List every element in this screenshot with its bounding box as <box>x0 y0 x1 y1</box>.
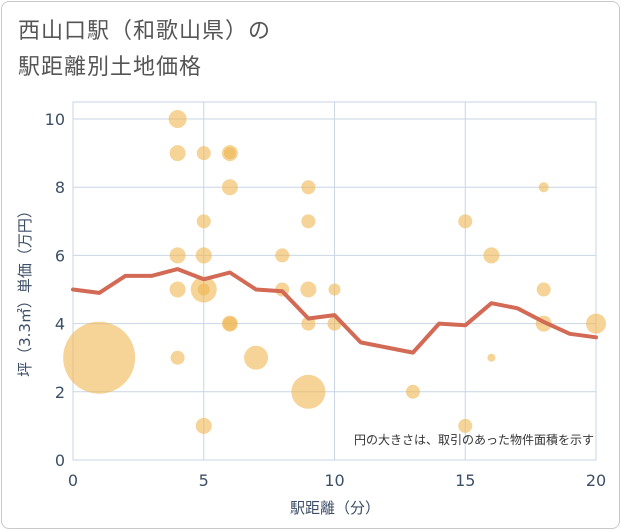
data-bubble <box>195 417 212 434</box>
data-bubble <box>586 313 606 334</box>
title-line-2: 駅距離別土地価格 <box>18 55 203 80</box>
bubbles <box>63 110 606 434</box>
data-bubble <box>222 316 237 331</box>
data-bubble <box>169 281 186 298</box>
data-bubble <box>169 145 186 162</box>
data-bubble <box>300 281 317 298</box>
title-line-1: 西山口駅（和歌山県）の <box>18 19 272 44</box>
chart-title: 西山口駅（和歌山県）の 駅距離別土地価格 <box>18 14 271 86</box>
x-tick-label: 0 <box>68 471 78 490</box>
grid <box>72 101 597 461</box>
data-bubble <box>196 146 211 161</box>
average-price-line <box>71 267 598 355</box>
data-bubble <box>221 179 238 196</box>
data-bubble <box>458 418 473 433</box>
x-axis-label: 駅距離（分） <box>290 499 380 517</box>
data-bubble <box>168 110 187 129</box>
y-tick-label: 10 <box>45 110 65 129</box>
x-tick-label: 20 <box>586 471 606 490</box>
data-bubble <box>301 214 316 229</box>
data-bubble <box>195 247 212 264</box>
data-bubble <box>170 350 185 365</box>
y-tick-label: 8 <box>55 178 65 197</box>
data-bubble <box>275 248 290 263</box>
data-bubble <box>328 283 341 296</box>
y-axis-label: 坪（3.3㎡）単価（万円） <box>16 203 34 377</box>
data-bubble <box>458 214 473 229</box>
y-tick-label: 2 <box>55 383 65 402</box>
axes: 0 5 10 15 20 0 2 4 6 8 10 <box>45 110 607 490</box>
data-bubble <box>63 321 136 394</box>
data-bubble <box>538 182 549 193</box>
y-tick-label: 0 <box>55 451 65 470</box>
data-bubble <box>223 147 236 160</box>
x-tick-label: 15 <box>455 471 475 490</box>
data-bubble <box>244 345 269 370</box>
bubble-size-note: 円の大きさは、取引のあった物件面積を示す <box>354 432 594 447</box>
average-line-group <box>71 267 598 355</box>
y-tick-label: 4 <box>55 315 65 334</box>
data-bubble <box>301 180 316 195</box>
data-bubble <box>169 247 186 264</box>
data-bubble <box>196 214 211 229</box>
plot-border <box>72 101 597 461</box>
x-tick-label: 5 <box>199 471 209 490</box>
data-bubble <box>487 353 496 362</box>
data-bubble <box>536 282 551 297</box>
y-tick-label: 6 <box>55 246 65 265</box>
data-bubble <box>197 283 210 296</box>
data-bubble <box>483 247 500 264</box>
x-tick-label: 10 <box>324 471 344 490</box>
data-bubble <box>405 384 420 399</box>
data-bubble <box>291 374 326 409</box>
data-bubble <box>301 316 316 331</box>
